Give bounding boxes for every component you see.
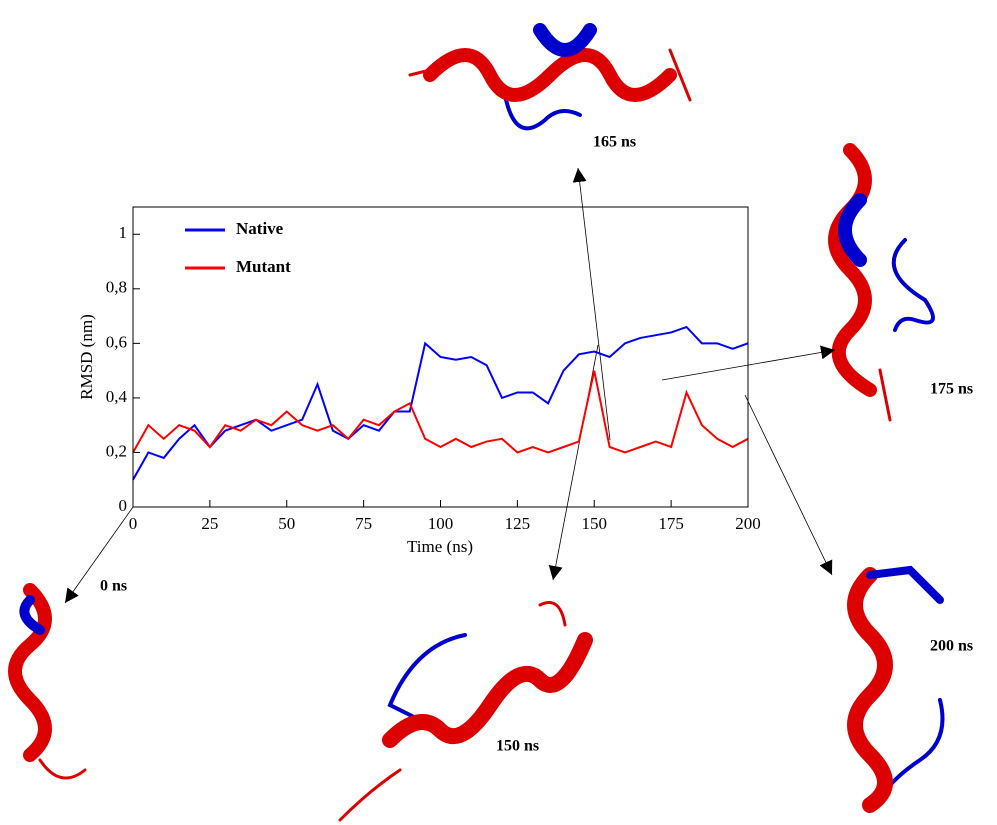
annotation: 175 ns	[930, 381, 973, 398]
structure-150	[338, 601, 593, 822]
x-tick-label: 175	[658, 514, 684, 533]
arrow	[744, 394, 833, 576]
y-tick-label: 1	[119, 223, 128, 242]
x-tick-label: 200	[735, 514, 761, 533]
annotation: 150 ns	[496, 738, 539, 755]
plot-frame	[132, 206, 749, 508]
annotation: 165 ns	[593, 134, 636, 151]
arrow	[572, 167, 611, 441]
annotation: 0 ns	[100, 578, 127, 595]
x-tick-label: 0	[129, 514, 138, 533]
x-axis-label: Time (ns)	[407, 537, 473, 556]
arrow	[64, 506, 134, 604]
x-tick-label: 100	[428, 514, 454, 533]
x-tick-label: 150	[582, 514, 608, 533]
structure-200	[847, 565, 945, 813]
legend-label: Native	[236, 219, 284, 238]
structure-165	[408, 23, 692, 131]
x-tick-label: 75	[355, 514, 372, 533]
annotation: 200 ns	[930, 638, 973, 655]
structure-0	[8, 583, 87, 780]
y-tick-label: 0,2	[106, 441, 127, 460]
y-tick-label: 0	[119, 496, 128, 515]
structure-175	[828, 143, 935, 422]
x-tick-label: 125	[505, 514, 531, 533]
y-tick-label: 0,4	[106, 387, 128, 406]
x-tick-label: 25	[201, 514, 218, 533]
plot: 0 0,2 0,4 0,6 0,8 1 0 25 50 75 100 125 150 175 200 Nati…	[106, 206, 761, 533]
data-line	[132, 370, 749, 454]
y-tick-label: 0,8	[106, 278, 127, 297]
x-tick-label: 50	[278, 514, 295, 533]
y-tick-label: 0,6	[106, 332, 127, 351]
data-line	[132, 325, 749, 481]
legend-label: Mutant	[236, 257, 291, 276]
y-axis-label: RMSD (nm)	[77, 314, 96, 399]
